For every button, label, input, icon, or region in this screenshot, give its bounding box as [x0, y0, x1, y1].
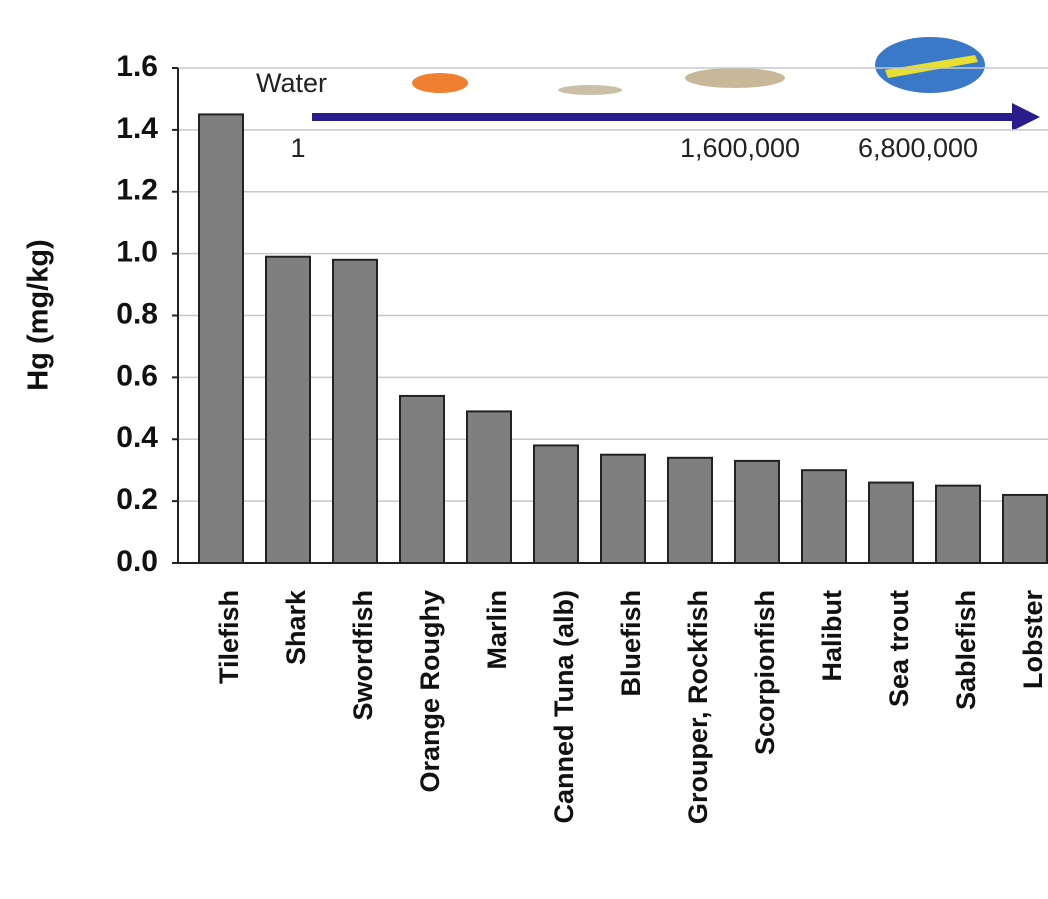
x-tick-label: Sablefish	[951, 590, 981, 710]
bar	[265, 255, 311, 564]
x-tick-label: Tilefish	[214, 590, 244, 684]
x-tick-label: Grouper, Rockfish	[683, 590, 713, 824]
annotation: 1	[290, 133, 305, 163]
bar	[198, 113, 244, 564]
x-tick-label: Canned Tuna (alb)	[549, 590, 579, 824]
x-tick-label: Bluefish	[616, 590, 646, 697]
bar	[399, 394, 445, 564]
x-tick-label: Marlin	[482, 590, 512, 670]
annotation: 1,600,000	[680, 133, 800, 163]
x-tick-label: Swordfish	[348, 590, 378, 721]
bar	[667, 456, 713, 564]
bar	[332, 258, 378, 564]
x-tick-label: Scorpionfish	[750, 590, 780, 755]
bar	[600, 453, 646, 564]
y-tick-label: 1.6	[116, 50, 158, 83]
fish-icon	[685, 68, 785, 88]
y-tick-label: 0.2	[116, 483, 158, 516]
shrimp-icon	[412, 73, 468, 93]
bar	[466, 410, 512, 564]
x-tick-label: Halibut	[817, 590, 847, 682]
x-tick-label: Orange Roughy	[415, 590, 445, 793]
small-fish-icon	[558, 85, 622, 95]
y-tick-label: 0.8	[116, 297, 158, 330]
creature-icons	[412, 37, 985, 95]
y-tick-label: 1.0	[116, 236, 158, 269]
tuna-stripe	[885, 55, 978, 78]
annotation: 6,800,000	[858, 133, 978, 163]
y-tick-label: 0.6	[116, 359, 158, 392]
bar	[801, 469, 847, 564]
bar	[1002, 493, 1048, 564]
x-tick-label: Sea trout	[884, 590, 914, 707]
x-tick-label: Lobster	[1018, 590, 1048, 690]
y-tick-label: 0.0	[116, 545, 158, 578]
bar	[935, 484, 981, 564]
y-axis-label: Hg (mg/kg)	[23, 239, 55, 390]
bar	[868, 481, 914, 564]
y-tick-label: 1.2	[116, 174, 158, 207]
y-tick-label: 1.4	[116, 112, 158, 145]
bar	[734, 459, 780, 564]
arrow-head	[1012, 103, 1040, 131]
bar	[533, 444, 579, 564]
y-tick-label: 0.4	[116, 421, 158, 454]
x-tick-label: Shark	[281, 589, 311, 665]
annotation: Water	[256, 68, 327, 98]
